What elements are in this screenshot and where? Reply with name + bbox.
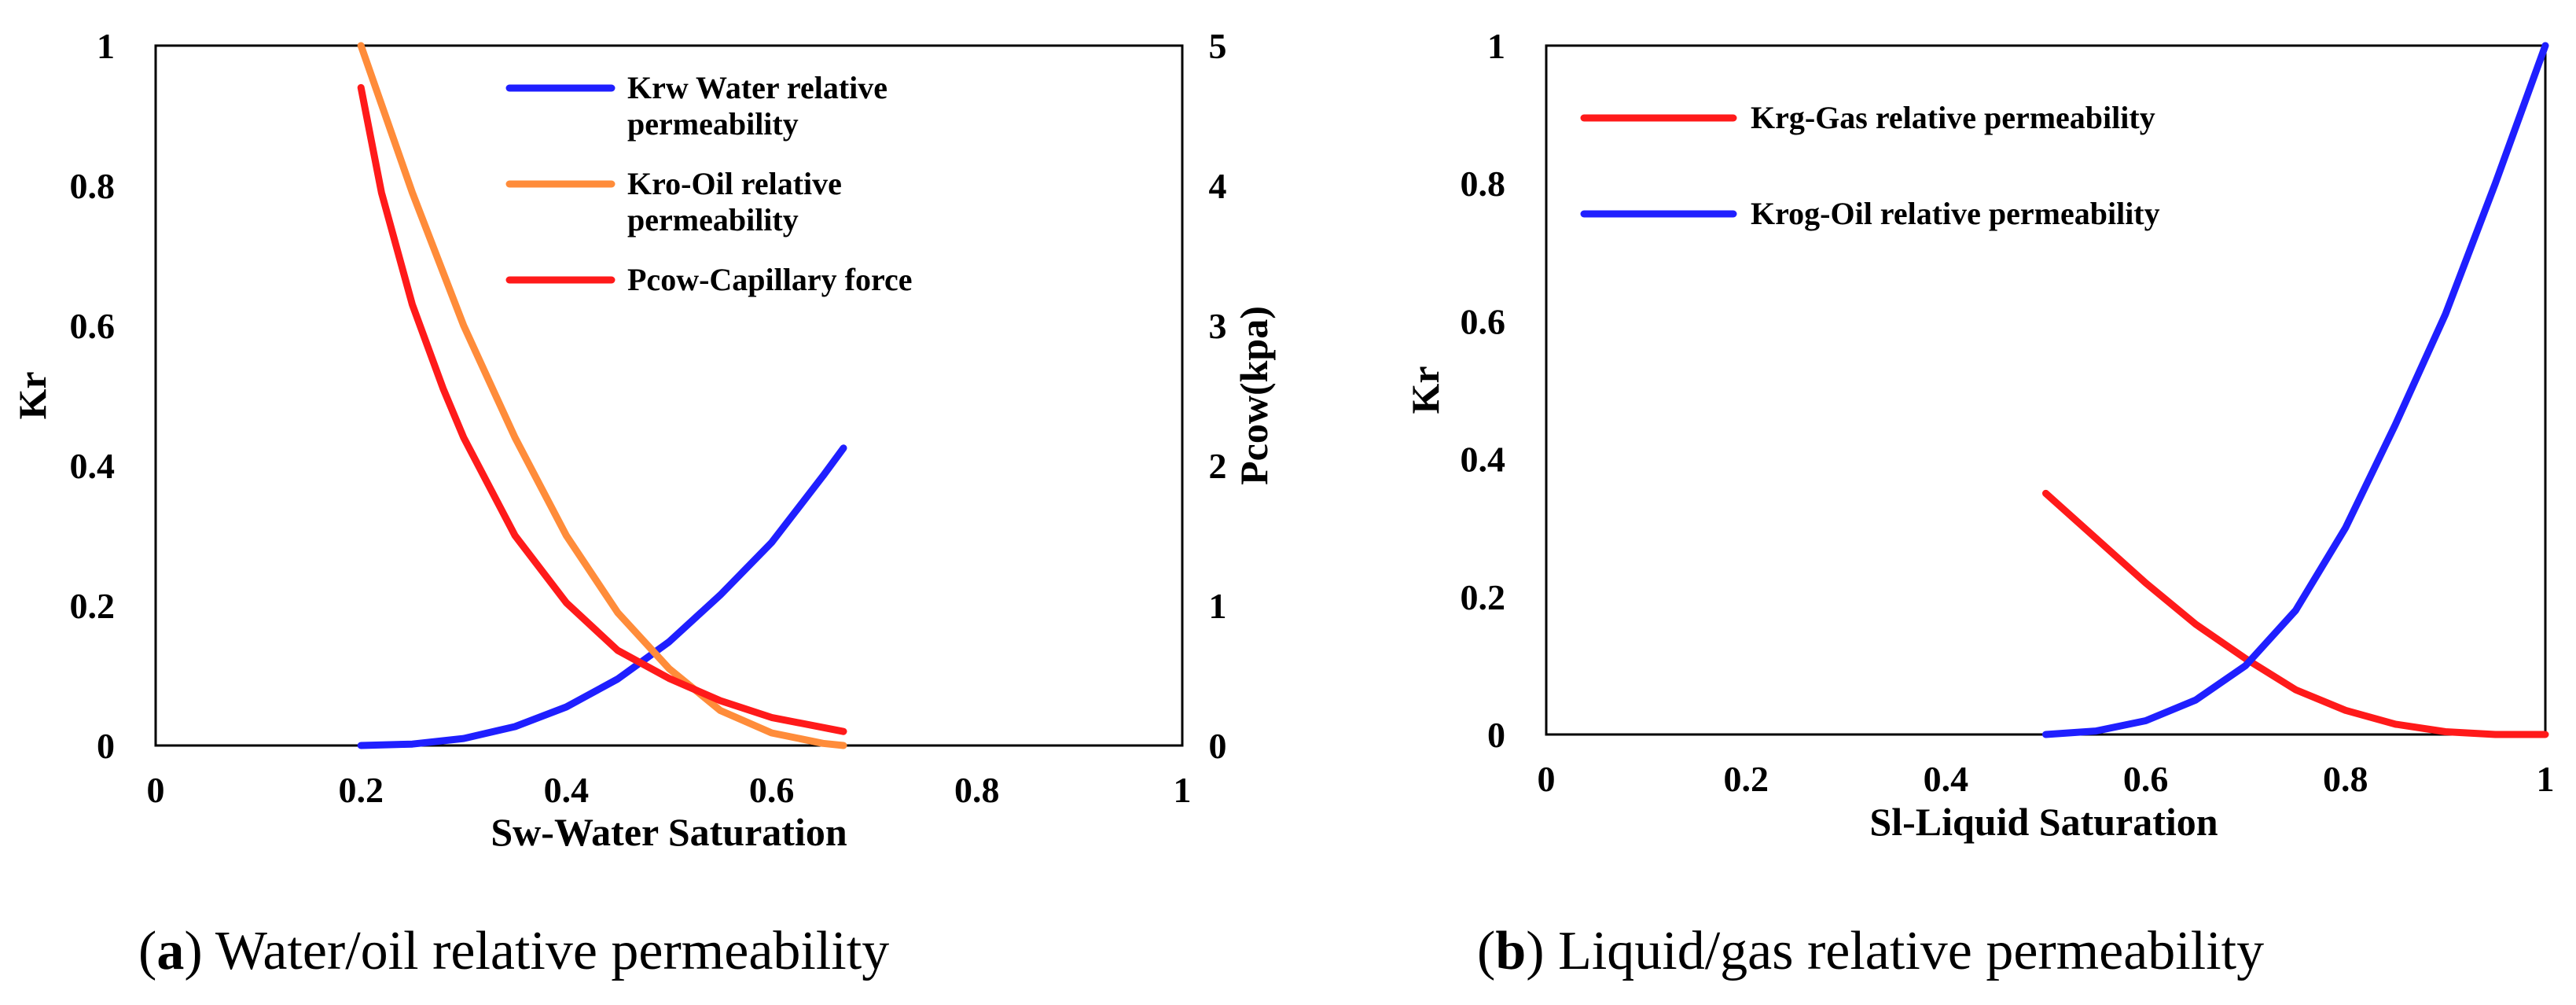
panel-b-legend-label-1: Krg-Gas relative permeability	[1751, 100, 2155, 135]
panel-b-ylabel: Kr	[1403, 366, 1447, 414]
panel-a-caption-text: Water/oil relative permeability	[215, 921, 889, 981]
panel-a-plot-frame	[154, 44, 1184, 747]
panel-a-legend-label-2: Kro-Oil relative	[627, 166, 842, 201]
panel-a-y2tick-label: 5	[1209, 26, 1227, 66]
panel-b-series-line-1	[2042, 489, 2549, 738]
panel-a-legend-label-1-line2: permeability	[627, 106, 799, 142]
panel-a-ylabel: Kr	[10, 371, 54, 419]
panel-b-xtick-label: 0.2	[1723, 759, 1769, 799]
panel-a-series-line-2	[357, 42, 847, 749]
panel-b-letter: b	[1495, 921, 1526, 981]
panel-b-caption-text: Liquid/gas relative permeability	[1558, 921, 2264, 981]
panel-b-ytick-label: 1	[1487, 26, 1505, 66]
panel-a-series-line-3	[357, 83, 847, 735]
panel-a-letter: a	[156, 921, 184, 981]
panel-a-y2tick-label: 1	[1209, 586, 1227, 626]
panel-b-marks: 0 0.2 0.4 0.6 0.8 1 0 0.2 0.4 0.6 0.8 1 Krg-Gas rela…	[1461, 26, 2555, 799]
panel-b-legend-label-2: Krog-Oil relative permeability	[1751, 196, 2160, 231]
panel-a-ytick-label: 1	[97, 26, 115, 66]
panel-a-series-line-1	[357, 444, 847, 749]
panel-a-legend-label-3: Pcow-Capillary force	[627, 262, 912, 297]
panel-a-y2tick-label: 2	[1209, 446, 1227, 486]
panel-a-ytick-label: 0.2	[70, 586, 116, 626]
panel-a-ytick-label: 0.8	[70, 166, 116, 206]
panel-a-ytick-label: 0	[97, 726, 115, 766]
panel-a-xtick-label: 0.4	[544, 770, 590, 810]
panel-b-xtick-label: 1	[2537, 759, 2555, 799]
panel-a-y2label: Pcow(kpa)	[1232, 306, 1276, 485]
panel-a-xlabel: Sw-Water Saturation	[491, 810, 847, 854]
panel-b-caption: (b) Liquid/gas relative permeability	[1477, 921, 2264, 981]
panel-b-xtick-label: 0.4	[1924, 759, 1969, 799]
panel-a-legend-label-1: Krw Water relative	[627, 70, 887, 105]
panel-b-ytick-label: 0.8	[1461, 164, 1506, 204]
panel-b-xtick-label: 0.6	[2123, 759, 2169, 799]
panel-b-xtick-label: 0	[1538, 759, 1556, 799]
panel-b-plot-frame	[1545, 44, 2547, 736]
panel-a-ytick-label: 0.4	[70, 446, 116, 486]
panel-a-xtick-label: 0.8	[954, 770, 1000, 810]
panel-a-legend-label-2-line2: permeability	[627, 202, 799, 237]
panel-b-ytick-label: 0.6	[1461, 301, 1506, 341]
panel-b-xtick-label: 0.8	[2323, 759, 2368, 799]
panel-a-ytick-label: 0.6	[70, 306, 116, 346]
panel-b: Kr Sl-Liquid Saturation (b) Liquid/gas r…	[1403, 44, 2547, 981]
panel-a-caption: (a) Water/oil relative permeability	[138, 921, 889, 981]
panel-b-ytick-label: 0.4	[1461, 440, 1506, 480]
panel-a-xtick-label: 0.6	[749, 770, 795, 810]
panel-a-y2tick-label: 0	[1209, 726, 1227, 766]
panel-a-y2tick-label: 4	[1209, 166, 1227, 206]
panel-b-ytick-label: 0	[1487, 715, 1505, 755]
panel-b-series-line-2	[2042, 42, 2549, 738]
panel-a-xtick-label: 0	[147, 770, 165, 810]
panel-a-y2tick-label: 3	[1209, 306, 1227, 346]
panel-a: Kr Pcow(kpa) Sw-Water Saturation (a) Wat…	[10, 44, 1276, 981]
panel-b-ytick-label: 0.2	[1461, 577, 1506, 617]
panel-b-xlabel: Sl-Liquid Saturation	[1869, 800, 2218, 844]
panel-a-xtick-label: 1	[1174, 770, 1192, 810]
panel-a-xtick-label: 0.2	[338, 770, 384, 810]
